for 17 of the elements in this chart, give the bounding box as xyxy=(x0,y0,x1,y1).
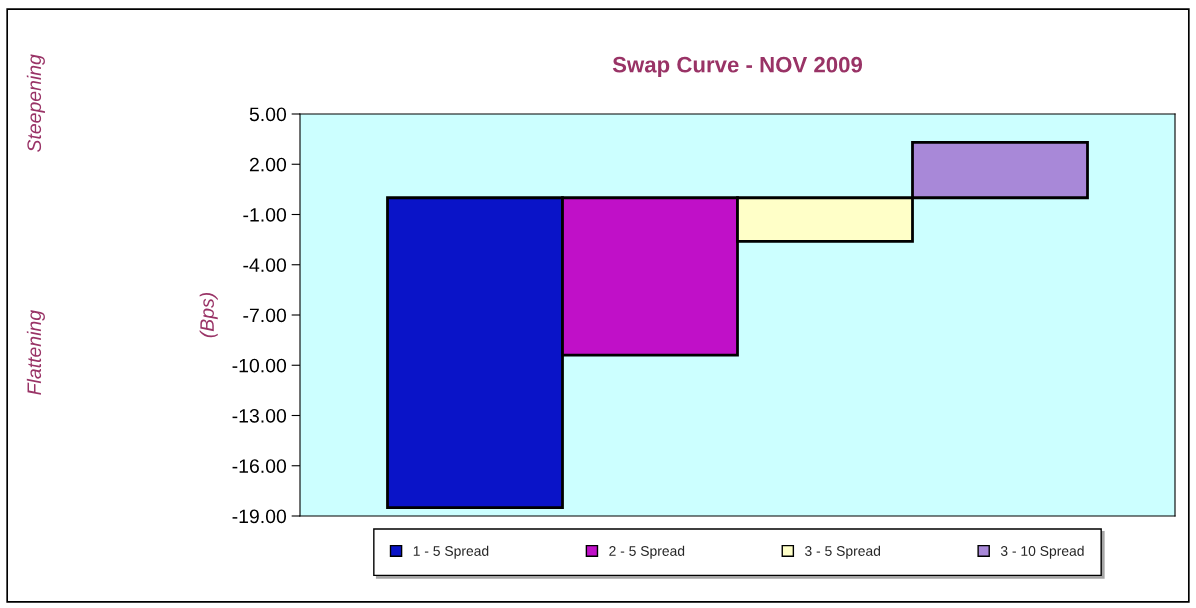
chart-title: Swap Curve - NOV 2009 xyxy=(612,56,863,77)
y-tick-label: 2.00 xyxy=(249,157,287,172)
y-tick-label: -16.00 xyxy=(232,459,287,473)
y-tick-label: -1.00 xyxy=(243,207,287,222)
y-tick-label: 5.00 xyxy=(249,107,287,122)
legend-label: 1 - 5 Spread xyxy=(413,545,489,559)
legend-label: 3 - 5 Spread xyxy=(805,545,881,559)
y-axis-title: (Bps) xyxy=(199,292,218,338)
y-tick-label: -4.00 xyxy=(243,258,287,272)
y-tick-label: -7.00 xyxy=(243,308,287,323)
legend-label: 3 - 10 Spread xyxy=(1000,545,1084,559)
text: Steepening xyxy=(26,54,45,152)
y-tick-label: -19.00 xyxy=(232,509,287,524)
y-tick-label: -10.00 xyxy=(232,358,287,373)
legend-label: 2 - 5 Spread xyxy=(609,545,685,559)
y-tick-label: -13.00 xyxy=(232,408,287,423)
text: Flattening xyxy=(26,310,45,395)
